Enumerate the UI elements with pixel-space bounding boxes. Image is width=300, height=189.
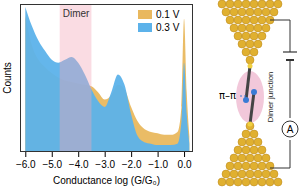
svg-text:−4.0: −4.0 <box>69 159 89 170</box>
svg-text:0.0: 0.0 <box>178 159 192 170</box>
svg-text:−2.0: −2.0 <box>122 159 142 170</box>
svg-text:Conductance log (G/G₀): Conductance log (G/G₀) <box>53 175 160 186</box>
svg-text:Dimer: Dimer <box>63 8 90 19</box>
svg-text:−6.0: −6.0 <box>16 159 36 170</box>
svg-text:Counts: Counts <box>2 62 13 94</box>
svg-text:π–π: π–π <box>219 90 236 101</box>
svg-text:−3.0: −3.0 <box>95 159 115 170</box>
svg-text:−5.0: −5.0 <box>42 159 62 170</box>
svg-text:−1.0: −1.0 <box>148 159 168 170</box>
svg-text:Dimer junction: Dimer junction <box>266 71 275 122</box>
svg-text:A: A <box>287 124 294 135</box>
html-text:0.1 V: 0.1 V <box>156 9 180 20</box>
html-text:0.3 V: 0.3 V <box>156 22 180 33</box>
